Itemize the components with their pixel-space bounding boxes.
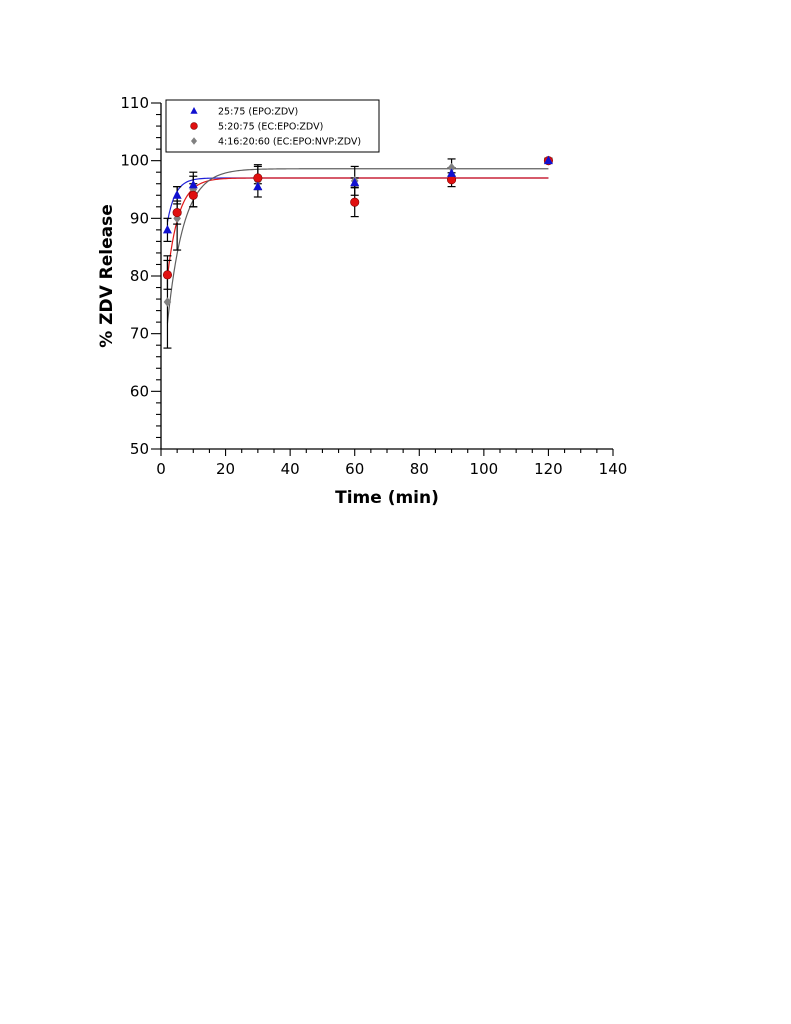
triangle-marker <box>447 168 457 177</box>
y-tick-label: 100 <box>120 152 149 170</box>
x-tick-label: 0 <box>156 460 166 478</box>
y-tick-label: 60 <box>130 382 149 400</box>
x-tick-label: 60 <box>345 460 364 478</box>
triangle-marker <box>253 181 263 191</box>
x-tick-label: 40 <box>281 460 300 478</box>
legend-entry-label: 4:16:20:60 (EC:EPO:NVP:ZDV) <box>218 137 361 148</box>
triangle-marker <box>543 155 553 165</box>
axes <box>160 103 613 450</box>
y-axis-title: % ZDV Release <box>97 204 117 348</box>
diamond-marker <box>447 162 456 173</box>
x-tick-label: 140 <box>599 460 628 478</box>
y-ticks: 50 60 70 80 90 100 110 <box>120 94 161 458</box>
circle-marker <box>172 208 182 218</box>
triangle-marker <box>350 177 360 187</box>
fit-curves <box>166 168 549 324</box>
y-tick-label: 70 <box>130 325 149 343</box>
legend-entry-label: 5:20:75 (EC:EPO:ZDV) <box>218 122 323 133</box>
y-tick-label: 50 <box>130 440 149 458</box>
x-ticks: 0 20 40 60 80 100 120 140 <box>156 449 627 478</box>
triangle-marker <box>188 179 198 189</box>
triangle-marker <box>190 107 198 114</box>
triangle-marker <box>162 224 172 234</box>
y-tick-label: 90 <box>130 209 149 227</box>
triangle-marker <box>172 190 182 199</box>
x-tick-label: 80 <box>410 460 429 478</box>
fit-curve <box>166 168 549 324</box>
circle-marker <box>253 173 263 183</box>
circle-marker <box>190 122 198 130</box>
diamond-marker <box>163 297 172 307</box>
legend-entry-label: 25:75 (EPO:ZDV) <box>218 107 298 118</box>
x-tick-label: 20 <box>216 460 235 478</box>
y-tick-label: 110 <box>120 94 149 112</box>
data-markers <box>162 155 553 307</box>
error-bars <box>163 157 553 349</box>
diamond-marker <box>190 137 198 145</box>
circle-marker <box>350 197 360 207</box>
circle-marker <box>188 190 198 200</box>
y-tick-label: 80 <box>130 267 149 285</box>
fit-curve <box>166 177 549 277</box>
legend: 25:75 (EPO:ZDV) 5:20:75 (EC:EPO:ZDV) 4:16:… <box>165 99 380 153</box>
x-tick-label: 120 <box>534 460 563 478</box>
x-axis-title: Time (min) <box>335 488 439 508</box>
legend-box <box>165 99 380 153</box>
circle-marker <box>162 270 173 280</box>
x-tick-label: 100 <box>470 460 499 478</box>
